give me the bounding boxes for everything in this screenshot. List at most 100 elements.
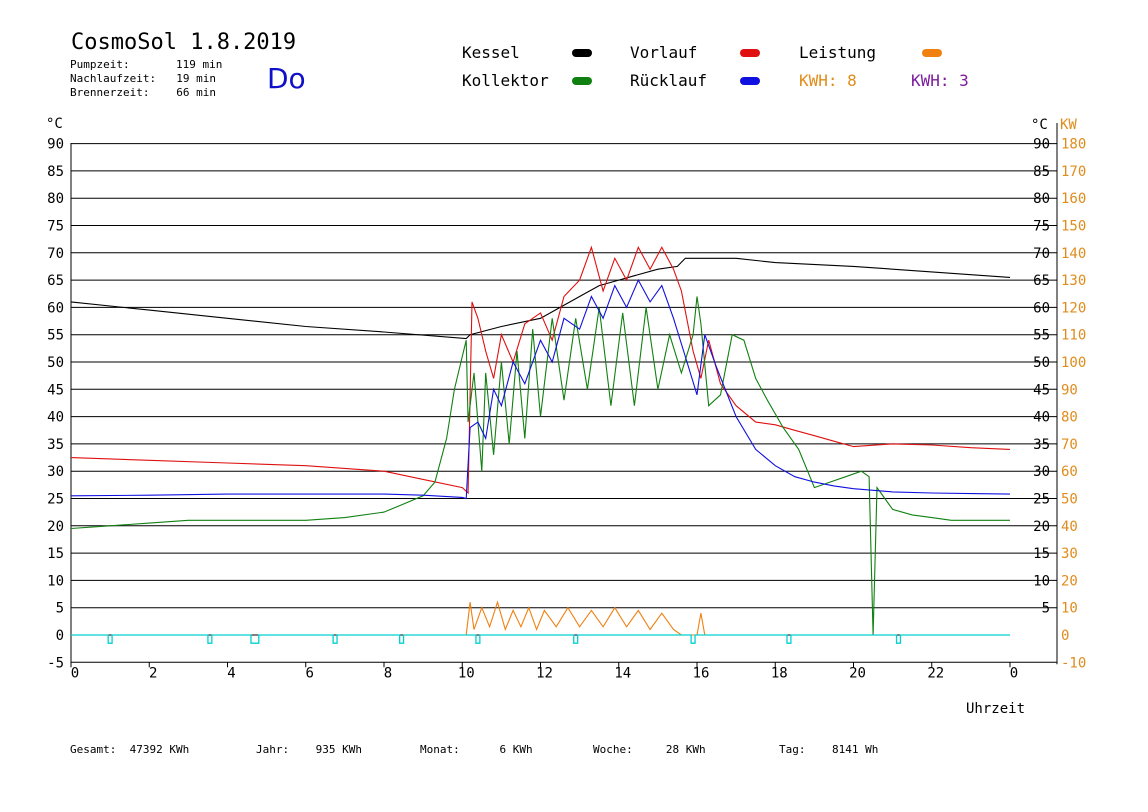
- kw-tick-label: 30: [1061, 546, 1078, 562]
- kwh-label: KWH:: [799, 71, 838, 90]
- series-ruecklauf-line: [70, 278, 1011, 500]
- kw-tick-label: 50: [1061, 492, 1078, 508]
- x-tick-label: 12: [536, 665, 553, 681]
- info-value: 66 min: [176, 86, 216, 99]
- footer-label: Gesamt:: [70, 743, 117, 756]
- legend-kwh-1: KWH: 8: [799, 71, 857, 90]
- left-axis-unit: °C: [46, 116, 63, 132]
- legend-vorlauf-swatch: [740, 49, 760, 57]
- info-brennerzeit: Brennerzeit: 66 min: [70, 86, 216, 99]
- y-tick-label-right: 45: [1033, 382, 1050, 398]
- y-tick-label: 30: [47, 464, 64, 480]
- legend-kollektor-swatch: [572, 77, 592, 85]
- x-tick-label: 8: [384, 665, 392, 681]
- info-nachlaufzeit: Nachlaufzeit: 19 min: [70, 72, 216, 85]
- y-tick-label-right: 80: [1033, 191, 1050, 207]
- y-tick-label-right: 70: [1033, 246, 1050, 262]
- y-tick-label-right: 30: [1033, 464, 1050, 480]
- info-label: Pumpzeit:: [70, 58, 130, 71]
- kwh-value: 8: [847, 71, 857, 90]
- footer-label: Tag:: [779, 743, 806, 756]
- y-tick-label: 90: [47, 137, 64, 153]
- x-tick-label: 22: [927, 665, 944, 681]
- y-tick-label: 20: [47, 519, 64, 535]
- kw-tick-label: 170: [1061, 164, 1086, 180]
- kw-tick-label: 100: [1061, 355, 1086, 371]
- kw-tick-label: 120: [1061, 300, 1086, 316]
- y-tick-label-right: 20: [1033, 519, 1050, 535]
- x-tick-label: 20: [849, 665, 866, 681]
- footer-value: 935 KWh: [315, 743, 362, 756]
- info-value: 19 min: [176, 72, 216, 85]
- y-tick-label-right: 10: [1033, 573, 1050, 589]
- y-tick-label: 50: [47, 355, 64, 371]
- y-tick-label-right: 55: [1033, 328, 1050, 344]
- kw-tick-label: 130: [1061, 273, 1086, 289]
- kw-tick-label: 40: [1061, 519, 1078, 535]
- kw-tick-label: 180: [1061, 137, 1086, 153]
- legend-leistung-label: Leistung: [799, 43, 877, 62]
- x-tick-label: 0: [1010, 665, 1018, 681]
- footer-label: Woche:: [593, 743, 633, 756]
- y-tick-label: 80: [47, 191, 64, 207]
- footer-gesamt: Gesamt: 47392 KWh: [70, 743, 189, 756]
- y-tick-label-right: 75: [1033, 219, 1050, 235]
- footer-label: Monat:: [420, 743, 460, 756]
- y-tick-label: 60: [47, 300, 64, 316]
- kw-tick-label: 80: [1061, 410, 1078, 426]
- y-tick-label: 0: [56, 628, 64, 644]
- kw-tick-label: -10: [1061, 655, 1086, 671]
- kw-tick-label: 160: [1061, 191, 1086, 207]
- right-axis-unit-temp: °C: [1031, 117, 1048, 133]
- kw-tick-label: 140: [1061, 246, 1086, 262]
- y-tick-label: 10: [47, 573, 64, 589]
- x-tick-label: 4: [227, 665, 235, 681]
- series-pumpe-line: [71, 634, 1010, 644]
- y-tick-label-right: 65: [1033, 273, 1050, 289]
- kwh-label: KWH:: [911, 71, 950, 90]
- y-tick-label-right: 15: [1033, 546, 1050, 562]
- x-tick-label: 10: [458, 665, 475, 681]
- kw-tick-label: 90: [1061, 382, 1078, 398]
- footer-monat: Monat: 6 KWh: [420, 743, 533, 756]
- footer-value: 47392 KWh: [129, 743, 190, 756]
- right-axis-unit-kw: KW: [1060, 117, 1077, 133]
- y-tick-label: 15: [47, 546, 64, 562]
- legend-kessel-swatch: [572, 49, 592, 57]
- legend-kessel-label: Kessel: [462, 43, 520, 62]
- kwh-value: 3: [959, 71, 969, 90]
- y-tick-label-right: 85: [1033, 164, 1050, 180]
- y-tick-label: 55: [47, 328, 64, 344]
- y-tick-label-right: 50: [1033, 355, 1050, 371]
- x-tick-label: 16: [693, 665, 710, 681]
- series-kollektor-line: [70, 296, 1010, 636]
- series-leistung-line: [465, 600, 706, 636]
- y-tick-label-right: 60: [1033, 300, 1050, 316]
- x-tick-label: 0: [71, 665, 79, 681]
- y-tick-label-right: 25: [1033, 492, 1050, 508]
- footer-value: 8141 Wh: [832, 743, 879, 756]
- x-tick-label: 6: [306, 665, 314, 681]
- x-tick-label: 2: [149, 665, 157, 681]
- kw-tick-label: 110: [1061, 328, 1086, 344]
- kw-tick-label: 10: [1061, 601, 1078, 617]
- y-tick-label: 45: [47, 382, 64, 398]
- y-tick-label-right: 35: [1033, 437, 1050, 453]
- y-tick-label-right: 90: [1033, 137, 1050, 153]
- footer-woche: Woche: 28 KWh: [593, 743, 706, 756]
- series-vorlauf-line: [70, 245, 1011, 495]
- kw-tick-label: 60: [1061, 464, 1078, 480]
- x-tick-label: 14: [614, 665, 631, 681]
- y-tick-label: 85: [47, 164, 64, 180]
- y-tick-label: 40: [47, 410, 64, 426]
- y-tick-label: 70: [47, 246, 64, 262]
- footer-tag: Tag: 8141 Wh: [779, 743, 878, 756]
- legend-ruecklauf-label: Rücklauf: [630, 71, 708, 90]
- y-tick-label: 35: [47, 437, 64, 453]
- legend-leistung-swatch: [922, 49, 942, 57]
- footer-value: 6 KWh: [499, 743, 533, 756]
- legend-vorlauf-label: Vorlauf: [630, 43, 698, 62]
- legend-kwh-2: KWH: 3: [911, 71, 969, 90]
- y-tick-label: 75: [47, 219, 64, 235]
